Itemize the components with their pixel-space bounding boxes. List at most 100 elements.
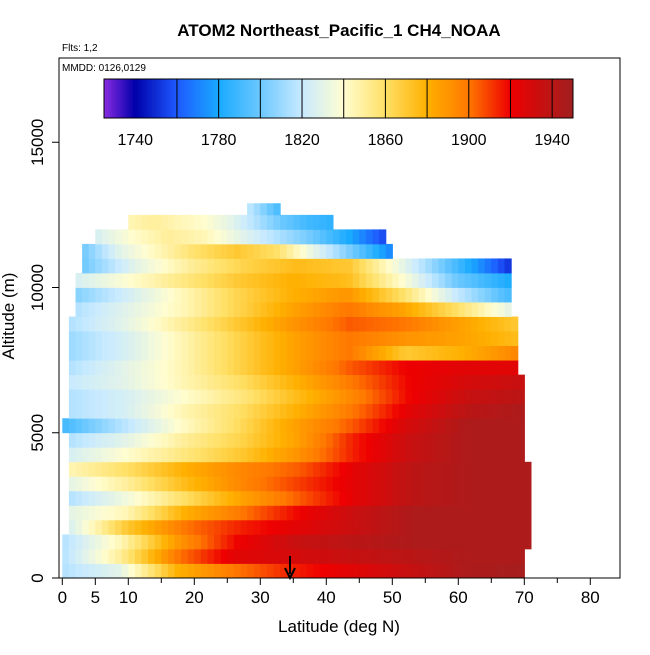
heat-cell bbox=[504, 345, 512, 361]
heat-cell bbox=[200, 519, 209, 535]
heat-cell bbox=[306, 345, 314, 361]
heat-cell bbox=[451, 476, 459, 492]
heat-cell bbox=[425, 548, 433, 564]
heat-cell bbox=[379, 418, 387, 434]
heat-cell bbox=[319, 302, 327, 317]
colorbar-cell bbox=[422, 79, 426, 118]
heat-cell bbox=[412, 360, 420, 376]
heat-cell bbox=[200, 505, 209, 521]
heat-cell bbox=[392, 505, 400, 521]
heat-cell bbox=[260, 490, 268, 506]
heat-cell bbox=[478, 461, 486, 477]
heat-cell bbox=[491, 287, 499, 303]
heat-cell bbox=[134, 243, 143, 259]
heat-cell bbox=[181, 214, 189, 230]
heat-cell bbox=[154, 258, 162, 274]
heat-cell bbox=[253, 432, 261, 448]
colorbar-cell bbox=[239, 79, 243, 118]
heat-cell bbox=[445, 432, 453, 448]
heat-cell bbox=[451, 548, 459, 564]
heat-cell bbox=[398, 374, 407, 390]
heat-cell bbox=[359, 519, 367, 535]
heat-cell bbox=[68, 374, 77, 390]
heat-cell bbox=[398, 548, 407, 564]
heat-cell bbox=[141, 258, 149, 274]
colorbar-cell bbox=[220, 79, 224, 118]
heat-cell bbox=[187, 476, 195, 492]
heat-cell bbox=[220, 272, 228, 288]
heat-cell bbox=[88, 476, 96, 492]
heat-cell bbox=[478, 345, 486, 361]
heat-cell bbox=[174, 476, 182, 492]
colorbar-cell bbox=[352, 79, 355, 118]
heat-cell bbox=[438, 548, 446, 564]
heat-cell bbox=[247, 490, 255, 506]
arrow-head bbox=[284, 567, 296, 581]
heat-cell bbox=[299, 258, 308, 274]
heat-cell bbox=[306, 374, 314, 390]
heat-cell bbox=[95, 563, 103, 578]
heat-cell bbox=[352, 345, 360, 361]
colorbar-cell bbox=[256, 79, 259, 118]
colorbar-cell bbox=[443, 79, 447, 118]
heat-cell bbox=[438, 534, 446, 550]
heat-cell bbox=[181, 229, 189, 245]
heat-cell bbox=[504, 302, 512, 317]
heat-cell bbox=[286, 505, 294, 521]
heat-cell bbox=[524, 534, 532, 550]
heat-cell bbox=[491, 360, 499, 376]
heat-cell bbox=[161, 374, 169, 390]
heat-cell bbox=[266, 316, 275, 332]
heat-cell bbox=[121, 316, 129, 332]
heat-cell bbox=[286, 243, 294, 259]
heat-cell bbox=[227, 534, 235, 550]
heat-cell bbox=[471, 548, 479, 564]
colorbar-cell bbox=[285, 79, 288, 118]
heat-cell bbox=[253, 272, 261, 288]
heat-cell bbox=[438, 287, 446, 303]
heat-cell bbox=[359, 302, 367, 317]
heat-cell bbox=[280, 534, 288, 550]
heat-cell bbox=[75, 418, 83, 434]
colorbar-cell bbox=[454, 79, 457, 118]
heat-cell bbox=[405, 461, 413, 477]
heat-cell bbox=[88, 563, 96, 578]
heat-cell bbox=[88, 389, 96, 405]
heat-cell bbox=[233, 331, 242, 346]
heat-cell bbox=[141, 519, 149, 535]
heat-cell bbox=[273, 258, 281, 274]
heat-cell bbox=[273, 548, 281, 564]
heat-cell bbox=[220, 258, 228, 274]
heat-cell bbox=[385, 432, 393, 448]
heat-cell bbox=[101, 461, 110, 477]
heat-cell bbox=[425, 519, 433, 535]
heat-cell bbox=[313, 403, 321, 419]
heat-cell bbox=[68, 461, 77, 477]
colorbar-cell bbox=[108, 79, 111, 118]
heat-cell bbox=[214, 360, 222, 376]
heat-cell bbox=[326, 447, 334, 463]
heat-cell bbox=[326, 461, 334, 477]
heat-cell bbox=[332, 447, 341, 463]
heat-cell bbox=[319, 403, 327, 419]
heat-cell bbox=[286, 345, 294, 361]
heat-cell bbox=[412, 389, 420, 405]
heat-cell bbox=[319, 331, 327, 346]
colorbar-cell bbox=[362, 79, 366, 118]
heat-cell bbox=[392, 272, 400, 288]
heat-cell bbox=[220, 476, 228, 492]
heat-cell bbox=[194, 447, 202, 463]
heat-cell bbox=[134, 461, 143, 477]
heat-cell bbox=[365, 534, 374, 550]
heat-cell bbox=[478, 519, 486, 535]
heat-cell bbox=[339, 258, 347, 274]
heat-cell bbox=[266, 447, 275, 463]
heat-cell bbox=[148, 403, 156, 419]
heat-cell bbox=[75, 302, 83, 317]
colorbar-tick-label: 1740 bbox=[117, 132, 153, 149]
heat-cell bbox=[253, 418, 261, 434]
heat-cell bbox=[88, 302, 96, 317]
heat-cell bbox=[148, 432, 156, 448]
heat-cell bbox=[181, 403, 189, 419]
heat-cell bbox=[134, 360, 143, 376]
